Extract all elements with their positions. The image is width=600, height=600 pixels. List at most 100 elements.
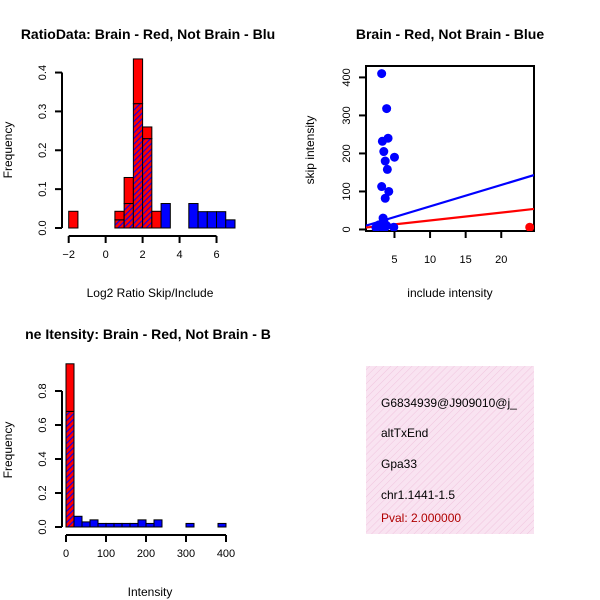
- ratio-histogram-bar-overlap: [132, 103, 144, 229]
- scatter-fit-lines: [366, 174, 534, 229]
- ratio-histogram: RatioData: Brain - Red, Not Brain - Blu …: [1, 26, 275, 300]
- not-brain-point: [380, 156, 390, 166]
- intensity-histogram-x-tick-label: 300: [177, 548, 195, 560]
- ratio-histogram-bar-brain: [132, 58, 144, 105]
- ratio-histogram-bar-not-brain: [197, 211, 208, 229]
- brain-point: [525, 222, 534, 231]
- scatter-x-tick-label: 15: [460, 254, 472, 266]
- intensity-histogram-bar-not-brain: [73, 515, 83, 528]
- ratio-histogram-bar-brain: [142, 126, 153, 140]
- ratio-histogram-bar-not-brain: [225, 219, 236, 229]
- ratio-histogram-title: RatioData: Brain - Red, Not Brain - Blu: [21, 26, 275, 42]
- intensity-histogram-bar-not-brain: [113, 522, 123, 528]
- intensity-histogram-x-tick-label: 0: [63, 548, 69, 560]
- info-event-type: altTxEnd: [381, 426, 428, 440]
- ratio-histogram-x-tick-label: 4: [177, 249, 183, 261]
- ratio-histogram-bar-overlap: [114, 219, 125, 229]
- info-event-id: G6834939@J909010@j_: [381, 396, 517, 410]
- intensity-histogram-axes: 0 100 200 300 400 0.0 0.2 0.4 0.6 0.8: [37, 383, 235, 560]
- ratio-histogram-bar-not-brain: [160, 203, 171, 229]
- ratio-histogram-y-tick-label: 0.0: [37, 220, 49, 235]
- intensity-histogram-bar-not-brain: [121, 522, 131, 528]
- not-brain-fit-line: [366, 174, 534, 227]
- not-brain-point: [389, 222, 399, 231]
- ratio-histogram-y-tick-label: 0.3: [37, 104, 49, 119]
- intensity-histogram-bar-not-brain: [105, 522, 115, 528]
- not-brain-point: [380, 193, 390, 203]
- intensity-histogram-bar-not-brain: [129, 522, 139, 528]
- scatter-points: [371, 69, 534, 231]
- intensity-histogram-x-tick-label: 100: [97, 548, 115, 560]
- not-brain-point: [371, 223, 381, 231]
- skip-include-scatter: Brain - Red, Not Brain - Blue 5 10 15 20010…: [303, 26, 544, 300]
- intensity-histogram-xlabel: Intensity: [128, 585, 173, 599]
- not-brain-point: [389, 152, 399, 162]
- ratio-histogram-bar-overlap: [123, 203, 134, 229]
- intensity-histogram-bar-not-brain: [153, 519, 163, 528]
- scatter-xlabel: include intensity: [407, 286, 492, 300]
- ratio-histogram-axes: −2 0 2 4 6 0.0 0.1 0.2 0.3 0.4: [37, 65, 220, 261]
- intensity-histogram-bar-not-brain: [97, 522, 107, 528]
- intensity-histogram-y-tick-label: 0.0: [37, 519, 49, 534]
- intensity-histogram-ylabel: Frequency: [1, 422, 15, 479]
- info-pval: Pval: 2.000000: [381, 511, 461, 525]
- intensity-histogram-bar-not-brain: [185, 522, 195, 528]
- scatter-y-tick-label: 300: [341, 106, 353, 124]
- ratio-histogram-ylabel: Frequency: [1, 122, 15, 179]
- ratio-histogram-x-tick-label: 2: [140, 249, 146, 261]
- info-panel: G6834939@J909010@j_ altTxEnd Gpa33 chr1.…: [366, 366, 534, 534]
- not-brain-point: [384, 186, 394, 196]
- ratio-histogram-bar-brain: [114, 210, 125, 221]
- scatter-x-tick-label: 20: [495, 254, 507, 266]
- ratio-histogram-bar-brain: [123, 176, 134, 205]
- intensity-histogram-x-tick-label: 200: [137, 548, 155, 560]
- intensity-histogram-y-tick-label: 0.4: [37, 451, 49, 466]
- ratio-histogram-xlabel: Log2 Ratio Skip/Include: [87, 286, 214, 300]
- ratio-histogram-bar-not-brain: [216, 211, 227, 229]
- ratio-histogram-bar-brain: [151, 210, 162, 229]
- ratio-histogram-bar-not-brain: [206, 211, 218, 229]
- scatter-title: Brain - Red, Not Brain - Blue: [356, 26, 544, 42]
- intensity-histogram-y-tick-label: 0.2: [37, 485, 49, 500]
- intensity-histogram-bar-not-brain: [145, 522, 155, 528]
- ratio-histogram-x-tick-label: −2: [62, 249, 75, 261]
- ratio-histogram-y-tick-label: 0.1: [37, 181, 49, 196]
- not-brain-point: [380, 223, 390, 231]
- ratio-histogram-y-tick-label: 0.2: [37, 143, 49, 158]
- not-brain-point: [382, 164, 392, 174]
- scatter-frame: [365, 65, 535, 232]
- intensity-histogram-bar-brain: [65, 363, 75, 412]
- intensity-histogram-bar-not-brain: [89, 519, 99, 528]
- intensity-histogram-bar-not-brain: [217, 522, 227, 528]
- not-brain-point: [377, 136, 387, 146]
- not-brain-point: [382, 104, 392, 114]
- ratio-histogram-y-tick-label: 0.4: [37, 65, 49, 80]
- scatter-y-tick-label: 100: [341, 182, 353, 200]
- info-gene-name: Gpa33: [381, 457, 417, 471]
- ratio-histogram-bars: [68, 58, 236, 229]
- scatter-y-tick-label: 400: [341, 68, 353, 86]
- ratio-histogram-bar-not-brain: [188, 203, 199, 229]
- not-brain-point: [379, 147, 389, 157]
- scatter-ylabel: skip intensity: [303, 116, 317, 185]
- scatter-y-tick-label: 200: [341, 144, 353, 162]
- intensity-histogram-y-tick-label: 0.6: [37, 417, 49, 432]
- intensity-histogram-title: ne Itensity: Brain - Red, Not Brain - B: [25, 326, 271, 342]
- info-location: chr1.1441-1.5: [381, 488, 455, 502]
- intensity-histogram-bar-not-brain: [81, 521, 91, 528]
- info-panel-background: [366, 366, 534, 534]
- ratio-histogram-bar-overlap: [142, 138, 153, 229]
- scatter-x-tick-label: 5: [391, 254, 397, 266]
- intensity-histogram-bars: [65, 363, 227, 528]
- intensity-histogram: ne Itensity: Brain - Red, Not Brain - B …: [1, 326, 271, 599]
- ratio-histogram-x-tick-label: 6: [213, 249, 219, 261]
- intensity-histogram-bar-not-brain: [137, 519, 147, 528]
- intensity-histogram-y-tick-label: 0.8: [37, 383, 49, 398]
- not-brain-point: [377, 182, 387, 192]
- scatter-x-tick-label: 10: [424, 254, 436, 266]
- scatter-y-tick-label: 0: [341, 226, 353, 232]
- not-brain-point: [377, 69, 387, 79]
- intensity-histogram-bar-overlap: [65, 410, 75, 528]
